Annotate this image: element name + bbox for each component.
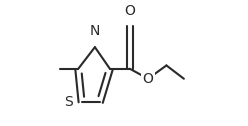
Text: O: O [143, 72, 154, 86]
Text: N: N [90, 24, 100, 38]
Text: O: O [124, 4, 135, 18]
Text: S: S [64, 95, 72, 109]
